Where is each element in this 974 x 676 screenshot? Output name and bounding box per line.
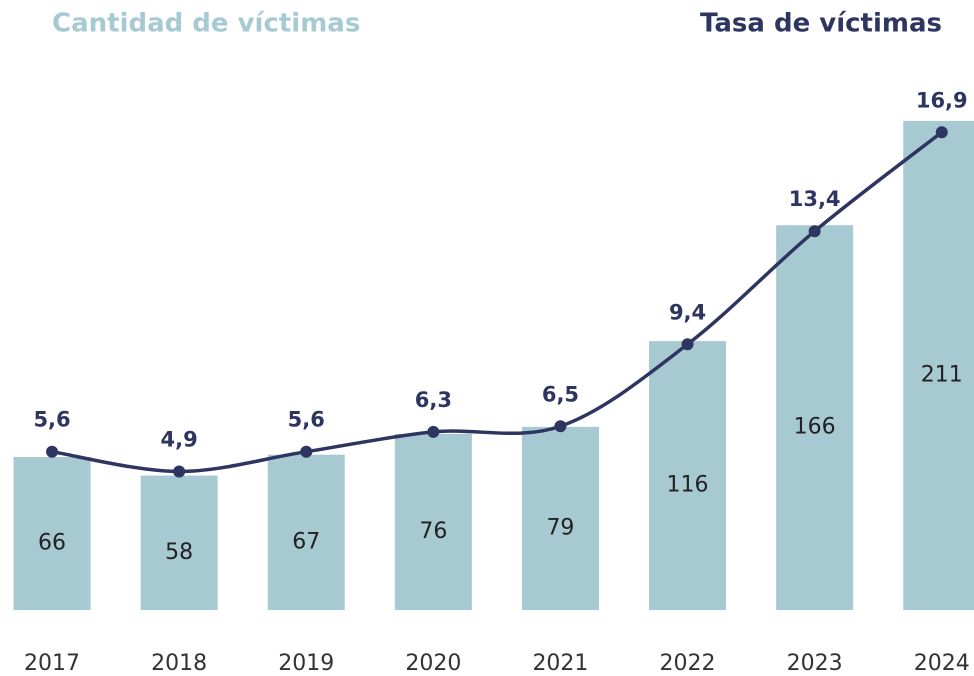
bar-label: 79 [546, 515, 574, 540]
x-tick-label: 2020 [405, 651, 461, 676]
rate-point [427, 425, 440, 438]
bar-label: 66 [38, 531, 66, 556]
bar [140, 475, 218, 610]
x-tick-label: 2024 [914, 651, 970, 676]
rate-label: 6,5 [542, 382, 579, 406]
rate-point [46, 445, 59, 458]
x-tick-label: 2021 [532, 651, 588, 676]
bar [649, 341, 727, 610]
rate-point [808, 225, 821, 238]
rate-point [554, 420, 567, 433]
rate-point [300, 445, 313, 458]
bar-label: 67 [292, 529, 320, 554]
bar [267, 454, 345, 610]
bar [903, 120, 974, 610]
bar [13, 457, 91, 610]
rate-line [51, 130, 943, 474]
rate-label: 9,4 [669, 300, 706, 324]
rate-label: 4,9 [161, 427, 198, 451]
rate-label: 6,3 [415, 388, 452, 412]
x-tick-label: 2017 [24, 651, 80, 676]
bar-label: 76 [419, 519, 447, 544]
bar [521, 426, 599, 610]
rate-label: 5,6 [288, 408, 325, 432]
rate-label: 5,6 [33, 408, 70, 432]
rate-point [173, 465, 186, 478]
x-tick-label: 2023 [787, 651, 843, 676]
rate-label: 13,4 [789, 187, 841, 211]
rate-point [681, 338, 694, 351]
legend-line: Tasa de víctimas [700, 9, 942, 39]
bar-label: 211 [921, 362, 963, 387]
bar [776, 225, 854, 610]
x-tick-label: 2022 [660, 651, 716, 676]
rate-label: 16,9 [916, 88, 968, 112]
bar-label: 166 [794, 415, 836, 440]
x-tick-label: 2018 [151, 651, 207, 676]
bar [394, 433, 472, 610]
bar-label: 116 [667, 473, 709, 498]
rate-point [935, 126, 948, 139]
legend-bar: Cantidad de víctimas [52, 9, 360, 39]
bar-label: 58 [165, 540, 193, 565]
x-tick-label: 2019 [278, 651, 334, 676]
